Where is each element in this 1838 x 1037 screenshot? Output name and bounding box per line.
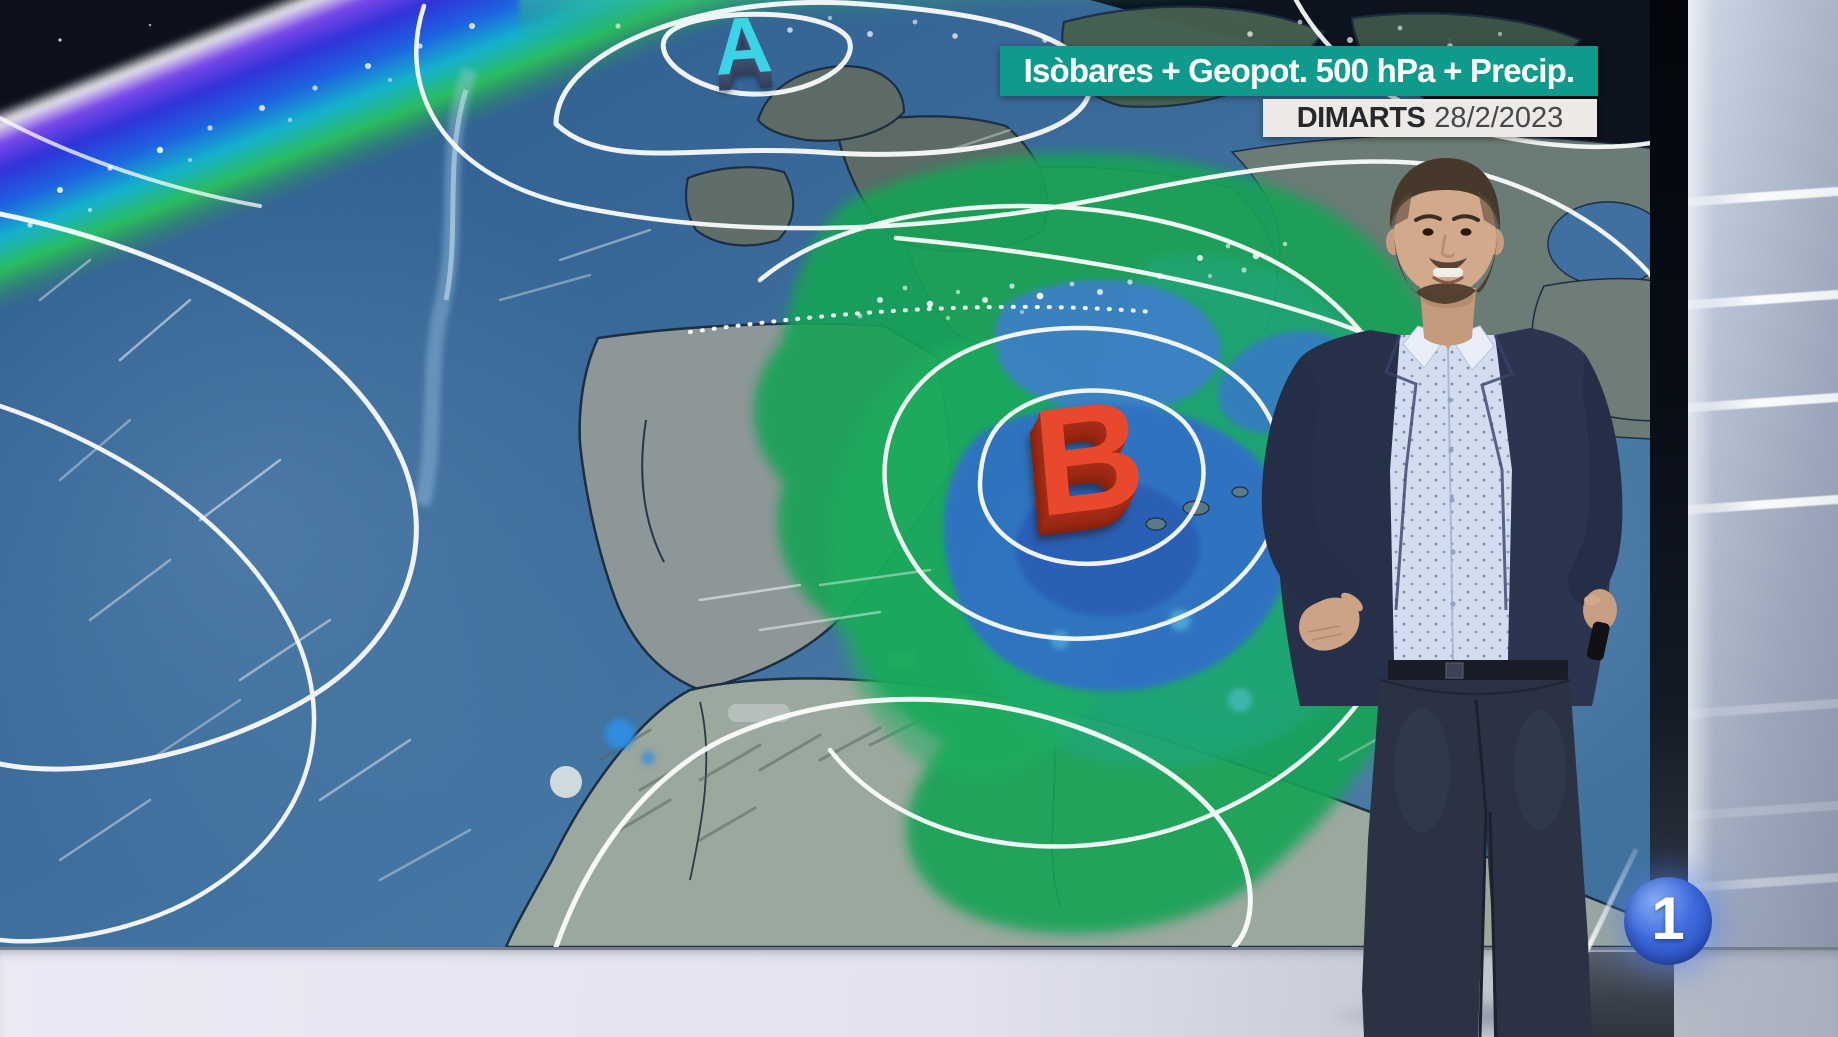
presenter-hands	[1299, 589, 1617, 661]
precip-speckles	[27, 15, 1503, 321]
high-pressure-label: A	[710, 0, 775, 92]
jetstream-band	[0, 0, 1284, 357]
presenter-head	[1386, 158, 1504, 346]
north-precip-band	[517, 0, 1680, 41]
presenter-shirt	[1385, 325, 1512, 661]
channel-logo: 1	[1624, 877, 1712, 965]
date-value: 28/2/2023	[1434, 101, 1564, 134]
map-title-banner: Isòbares + Geopot. 500 hPa + Precip.	[1000, 46, 1598, 96]
studio-wall	[1679, 0, 1838, 947]
low-pressure-label: B	[1026, 366, 1151, 550]
wall-sheen	[1688, 0, 1714, 947]
channel-logo-digit: 1	[1651, 885, 1685, 952]
floor-pedestal	[1582, 952, 1674, 1037]
videowall-edge	[1650, 0, 1688, 947]
presenter-jeans	[1362, 660, 1592, 1037]
date-banner: DIMARTS 28/2/2023	[1263, 99, 1597, 137]
date-day-label: DIMARTS	[1296, 101, 1426, 134]
presenter-clicker	[1586, 621, 1610, 661]
weather-presenter	[1240, 140, 1700, 1037]
